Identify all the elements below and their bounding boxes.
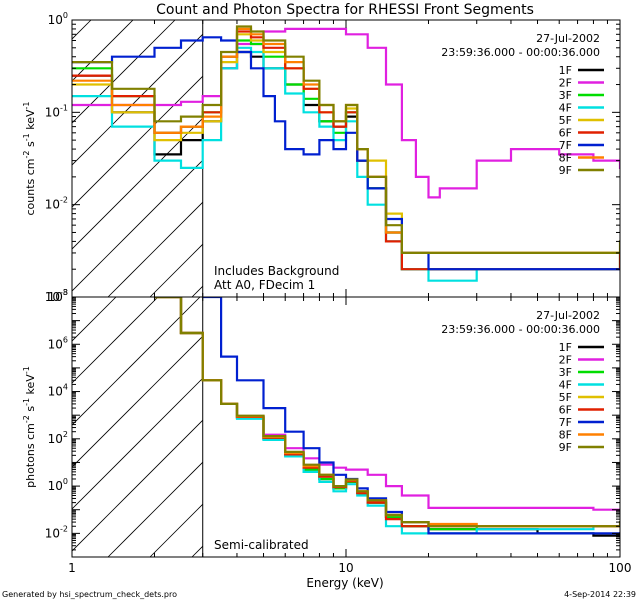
series-line-7F: [202, 297, 620, 535]
y-tick-label: 100: [48, 11, 68, 27]
hatch-line: [72, 297, 159, 384]
photon-spectrum-panel: 10-2 100 102 104 106 108 photons cm-2 s-1 keV-…: [22, 288, 621, 558]
y-axis-label: counts cm-2 s-1 keV-1: [22, 102, 37, 216]
legend-label-2F: 2F: [559, 77, 572, 90]
legend-label-8F: 8F: [559, 429, 572, 442]
excluded-energy-hatch: [72, 297, 578, 557]
y-tick-label: 100: [48, 477, 68, 493]
hatch-line: [149, 243, 203, 297]
legend-label-2F: 2F: [559, 354, 572, 367]
legend-label-3F: 3F: [559, 366, 572, 379]
legend-label-6F: 6F: [559, 404, 572, 417]
legend-label-7F: 7F: [559, 416, 572, 429]
legend-label-6F: 6F: [559, 127, 572, 140]
y-tick-label: 10-2: [45, 524, 68, 540]
y-tick-label: 106: [48, 335, 68, 351]
legend-label-3F: 3F: [559, 89, 572, 102]
legend-label-7F: 7F: [559, 139, 572, 152]
annotation-text: Includes Background: [214, 264, 339, 278]
figure-title: Count and Photon Spectra for RHESSI Fron…: [156, 2, 534, 18]
series-line-9F: [72, 25, 620, 254]
series-group: [154, 297, 620, 537]
legend-label-4F: 4F: [559, 379, 572, 392]
hatch-line: [72, 297, 201, 426]
hatch-line: [191, 545, 203, 557]
x-tick-label: 10: [338, 561, 353, 575]
y-tick-label: 10-1: [45, 103, 68, 119]
hatch-line: [318, 297, 578, 557]
y-tick-label: 108: [48, 288, 68, 304]
annotation-text: Att A0, FDecim 1: [214, 278, 315, 292]
legend-label-4F: 4F: [559, 102, 572, 115]
x-tick-label: 1: [68, 561, 76, 575]
legend-label-1F: 1F: [559, 64, 572, 77]
hatch-line: [107, 201, 203, 297]
x-tick-label: 100: [609, 561, 632, 575]
hatch-line: [72, 159, 203, 292]
hatch-line: [72, 335, 203, 468]
hatch-line: [72, 33, 203, 166]
y-tick-label: 102: [48, 430, 68, 446]
hatch-line: [72, 377, 203, 510]
footer-timestamp: 4-Sep-2014 22:39: [564, 590, 636, 599]
legend-label-9F: 9F: [559, 164, 572, 177]
hatch-line: [234, 20, 511, 297]
y-axis-label: photons cm-2 s-1 keV-1: [22, 366, 37, 488]
legend-label-1F: 1F: [559, 341, 572, 354]
hatch-line: [72, 117, 203, 250]
hatch-line: [234, 297, 494, 557]
hatch-line: [318, 20, 595, 297]
y-tick-label: 104: [48, 383, 68, 399]
hatch-line: [72, 20, 176, 124]
time-range-label: 23:59:36.000 - 00:00:36.000: [441, 323, 600, 336]
legend-label-5F: 5F: [559, 114, 572, 127]
x-axis-label: Energy (keV): [306, 576, 383, 590]
series-line-4F: [72, 46, 620, 282]
legend-label-8F: 8F: [559, 152, 572, 165]
y-tick-label: 10-3: [45, 288, 68, 304]
series-line-2F: [72, 27, 620, 199]
hatch-line: [72, 419, 203, 552]
hatch-line: [72, 20, 134, 82]
date-label: 27-Jul-2002: [536, 309, 600, 322]
footer-generator: Generated by hsi_spectrum_check_dets.pro: [2, 590, 177, 599]
hatch-line: [149, 503, 203, 557]
excluded-energy-hatch: [72, 20, 595, 297]
annotation-text: Semi-calibrated: [214, 538, 309, 552]
hatch-line: [276, 297, 536, 557]
y-tick-label: 10-2: [45, 196, 68, 212]
hatch-line: [72, 75, 203, 208]
legend-label-9F: 9F: [559, 441, 572, 454]
hatch-line: [107, 461, 203, 557]
count-spectrum-panel: 10-3 10-2 10-1 100 counts cm-2 s-1 keV-1 27-J…: [22, 11, 621, 304]
date-label: 27-Jul-2002: [536, 32, 600, 45]
time-range-label: 23:59:36.000 - 00:00:36.000: [441, 46, 600, 59]
series-line-9F: [154, 297, 620, 528]
legend-label-5F: 5F: [559, 391, 572, 404]
hatch-line: [72, 297, 117, 342]
series-group: [72, 25, 620, 282]
